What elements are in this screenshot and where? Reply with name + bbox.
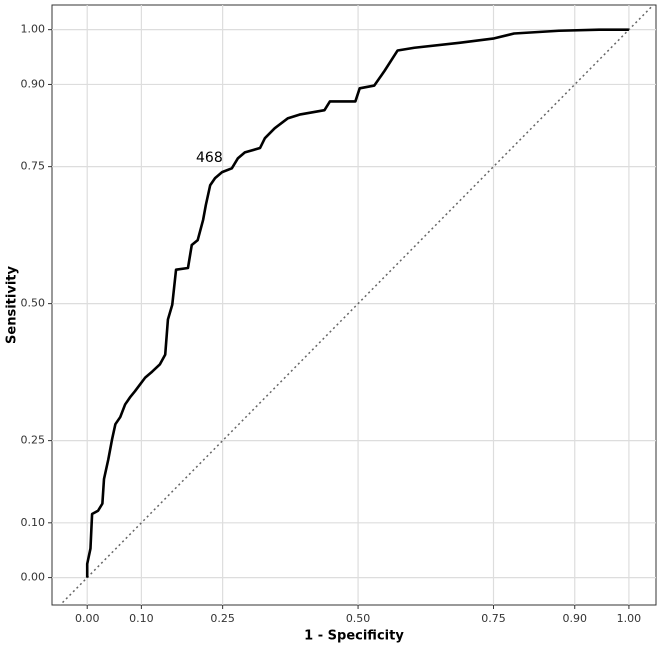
x-tick-label: 0.10 bbox=[129, 612, 154, 625]
y-axis-title: Sensitivity bbox=[5, 266, 20, 344]
x-tick-label: 1.00 bbox=[617, 612, 642, 625]
plot-panel bbox=[51, 4, 657, 606]
y-tick-label: 1.00 bbox=[21, 23, 46, 36]
x-tick-label: 0.50 bbox=[346, 612, 371, 625]
x-tick-label: 0.25 bbox=[210, 612, 235, 625]
x-tick-label: 0.75 bbox=[481, 612, 506, 625]
reference-diagonal bbox=[59, 5, 655, 605]
roc-line bbox=[85, 28, 629, 578]
annotation: 468 bbox=[196, 150, 223, 166]
x-tick-label: 0.00 bbox=[75, 612, 100, 625]
y-tick-label: 0.00 bbox=[21, 571, 46, 584]
y-tick-label: 0.50 bbox=[21, 297, 46, 310]
y-tick-label: 0.10 bbox=[21, 516, 46, 529]
x-tick-label: 0.90 bbox=[562, 612, 587, 625]
x-axis-title: 1 - Specificity bbox=[304, 629, 404, 644]
y-tick-label: 0.90 bbox=[21, 77, 46, 90]
y-tick-label: 0.25 bbox=[21, 434, 46, 447]
y-tick-label: 0.75 bbox=[21, 160, 46, 173]
